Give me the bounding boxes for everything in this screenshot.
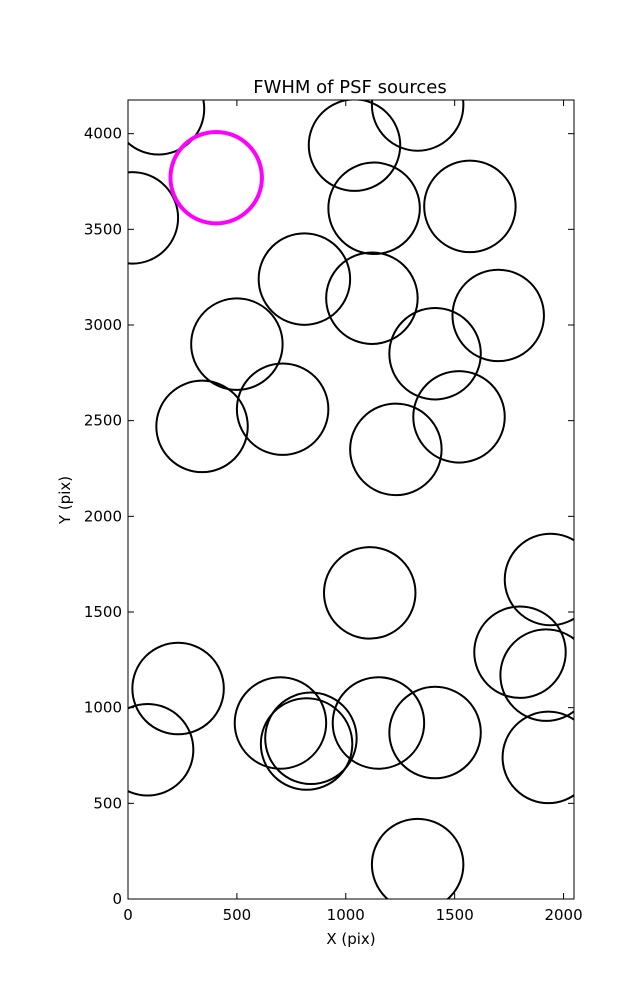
psf-source-circle-0-9 bbox=[190, 297, 284, 391]
x-tick-label: 1500 bbox=[436, 906, 474, 924]
plot-frame bbox=[127, 99, 575, 900]
x-tick-label: 2000 bbox=[544, 906, 582, 924]
psf-source-circle-0-24 bbox=[388, 685, 482, 780]
psf-source-circle-0-10 bbox=[388, 306, 482, 401]
y-tick-label: 4000 bbox=[84, 125, 122, 143]
psf-source-circle-0-7 bbox=[325, 251, 419, 345]
psf-source-circle-0-25 bbox=[128, 703, 195, 797]
psf-source-circle-0-16 bbox=[322, 546, 417, 640]
y-tick-label: 500 bbox=[93, 794, 122, 812]
psf-source-circle-1-0 bbox=[168, 129, 264, 226]
x-tick-label: 1000 bbox=[327, 906, 365, 924]
psf-source-circle-0-18 bbox=[499, 628, 574, 722]
y-tick-label: 0 bbox=[112, 890, 122, 908]
y-tick-label: 2500 bbox=[84, 412, 122, 430]
psf-source-circle-0-1 bbox=[370, 100, 465, 152]
psf-source-circle-0-19 bbox=[131, 641, 225, 736]
y-axis-label: Y (pix) bbox=[56, 476, 74, 525]
psf-source-circle-0-6 bbox=[257, 232, 352, 326]
chart-title: FWHM of PSF sources bbox=[253, 77, 447, 98]
psf-source-circle-0-13 bbox=[155, 379, 249, 474]
y-tick-label: 2000 bbox=[84, 507, 122, 525]
psf-source-circle-0-23 bbox=[259, 697, 354, 791]
x-tick-label: 500 bbox=[223, 906, 252, 924]
psf-source-circle-0-4 bbox=[423, 159, 517, 254]
psf-source-circle-0-0 bbox=[128, 100, 206, 156]
psf-source-circle-0-11 bbox=[235, 362, 330, 456]
psf-source-circle-0-17 bbox=[473, 605, 567, 699]
psf-source-circle-0-3 bbox=[327, 161, 421, 256]
axis-ticks: 0 500 1000 1500 2000 0 500 1000 1500 2000 2500 3000… bbox=[84, 100, 583, 924]
psf-source-circle-0-12 bbox=[412, 370, 506, 464]
plot-marks bbox=[128, 100, 574, 899]
psf-source-circle-0-27 bbox=[370, 817, 465, 899]
x-tick-label: 0 bbox=[123, 906, 133, 924]
psf-source-circle-0-20 bbox=[233, 676, 328, 770]
psf-source-circle-0-22 bbox=[264, 691, 358, 786]
psf-source-circle-0-21 bbox=[331, 676, 426, 770]
y-tick-label: 3500 bbox=[84, 220, 122, 238]
psf-source-circle-0-8 bbox=[451, 268, 545, 363]
psf-source-circle-0-2 bbox=[307, 100, 402, 192]
y-tick-label: 3000 bbox=[84, 316, 122, 334]
psf-source-circle-0-14 bbox=[349, 402, 443, 497]
y-tick-label: 1500 bbox=[84, 603, 122, 621]
psf-source-circle-0-26 bbox=[501, 710, 574, 805]
psf-source-circle-0-5 bbox=[128, 171, 180, 265]
y-tick-label: 1000 bbox=[84, 699, 122, 717]
x-axis-label: X (pix) bbox=[326, 930, 375, 948]
psf-source-circle-0-15 bbox=[503, 532, 574, 627]
